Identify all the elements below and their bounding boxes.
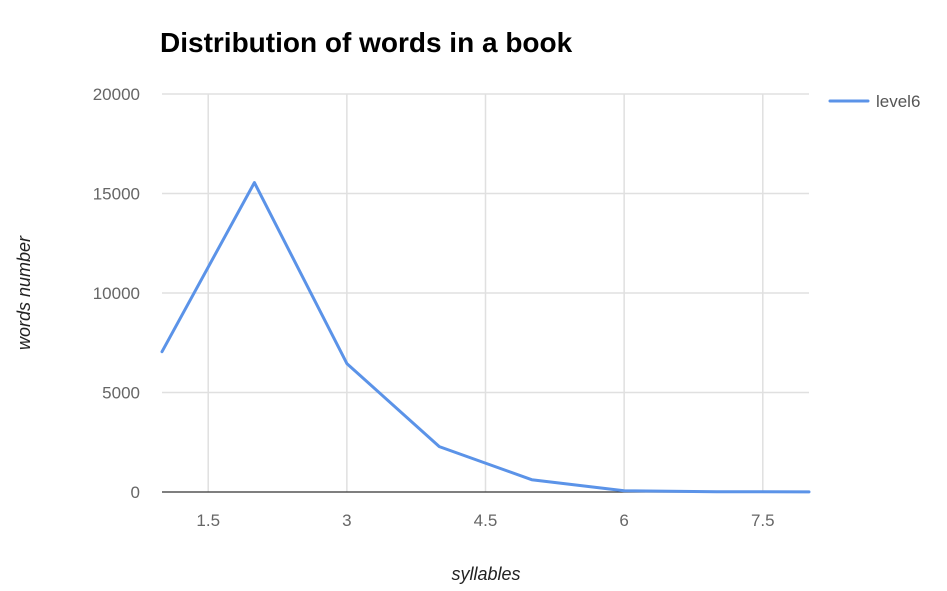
x-axis-title: syllables <box>451 564 520 584</box>
y-tick-label: 5000 <box>102 384 140 403</box>
y-tick-label: 10000 <box>93 284 140 303</box>
y-axis-title: words number <box>14 235 34 350</box>
legend-label-level6: level6 <box>876 92 920 111</box>
grid <box>162 93 809 492</box>
y-tick-label: 20000 <box>93 85 140 104</box>
series-line-level6 <box>160 181 811 494</box>
series-layer <box>160 181 811 494</box>
x-tick-label: 3 <box>342 511 351 530</box>
chart-title: Distribution of words in a book <box>160 27 573 58</box>
x-tick-label: 1.5 <box>196 511 220 530</box>
x-axis-ticks: 1.5 3 4.5 6 7.5 <box>196 511 774 530</box>
x-tick-label: 6 <box>619 511 628 530</box>
y-axis-ticks: 0 5000 10000 15000 20000 <box>93 85 140 502</box>
y-tick-label: 15000 <box>93 185 140 204</box>
legend: level6 <box>828 92 920 111</box>
x-tick-label: 4.5 <box>474 511 498 530</box>
y-tick-label: 0 <box>131 483 140 502</box>
x-tick-label: 7.5 <box>751 511 775 530</box>
